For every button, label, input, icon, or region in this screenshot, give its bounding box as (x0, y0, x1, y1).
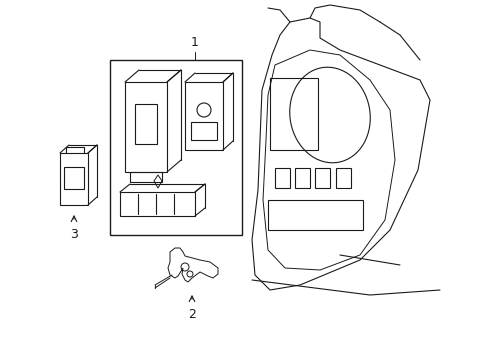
Text: 1: 1 (191, 36, 199, 49)
Bar (184, 82, 223, 150)
Bar (60, 153, 88, 205)
Bar (191, 122, 217, 140)
Bar (314, 168, 329, 188)
Text: 2: 2 (188, 309, 196, 321)
Bar (274, 168, 289, 188)
Bar (269, 78, 317, 150)
Bar (135, 104, 157, 144)
Bar (120, 192, 195, 216)
Bar (64, 167, 84, 189)
Bar (110, 60, 242, 235)
Bar (267, 200, 362, 230)
Bar (125, 82, 167, 172)
Text: 3: 3 (70, 229, 78, 242)
Bar (294, 168, 309, 188)
Bar (335, 168, 350, 188)
Bar (130, 172, 162, 182)
